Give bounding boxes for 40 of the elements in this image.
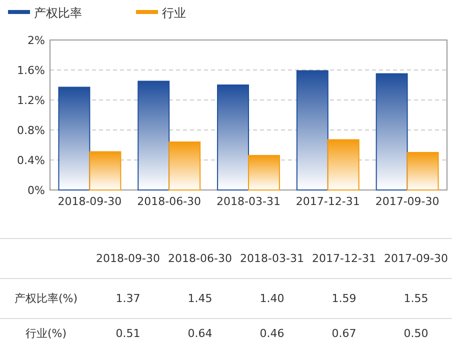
y-tick-label: 1.6%: [17, 64, 45, 77]
data-label: 0.67: [308, 318, 380, 348]
data-label: 1.55: [380, 278, 452, 318]
bar: [296, 70, 328, 190]
bar: [138, 80, 170, 190]
data-label: 1.45: [164, 278, 236, 318]
text: 产权比率(%): [0, 278, 92, 318]
y-tick-label: 1.2%: [17, 94, 45, 107]
x-tick-label: 2017-12-31: [296, 195, 360, 208]
bar: [168, 142, 201, 190]
bar: [406, 152, 439, 190]
x-tick-label: 2018-09-30: [58, 195, 122, 208]
category-label: 2017-12-31: [312, 252, 376, 265]
y-tick-label: 0.8%: [17, 124, 45, 137]
legend-label: 产权比率: [34, 6, 82, 20]
data-label: 0.51: [92, 318, 164, 348]
bar: [58, 86, 90, 190]
data-label: 0.64: [164, 318, 236, 348]
y-tick-label: 0%: [28, 184, 45, 197]
x-tick-label: 2018-03-31: [216, 195, 280, 208]
bar: [89, 151, 122, 190]
y-tick-label: 0.4%: [17, 154, 45, 167]
bar: [327, 139, 360, 190]
category-label: 2017-09-30: [384, 252, 448, 265]
x-tick-label: 2017-09-30: [375, 195, 440, 208]
category-label: 2018-06-30: [168, 252, 232, 265]
data-label: 1.59: [308, 278, 380, 318]
x-tick-label: 2018-06-30: [137, 195, 202, 208]
data-label: 1.37: [92, 278, 164, 318]
category-label: 2018-03-31: [240, 252, 304, 265]
category-label: 2018-09-30: [96, 252, 160, 265]
y-tick-label: 2%: [28, 34, 45, 47]
data-label: 1.40: [236, 278, 308, 318]
text: 行业(%): [0, 318, 92, 348]
bar: [217, 84, 249, 190]
legend-label: 行业: [162, 6, 186, 20]
data-label: 0.46: [236, 318, 308, 348]
bar: [376, 73, 408, 190]
bar: [248, 155, 280, 190]
data-label: 0.50: [380, 318, 452, 348]
